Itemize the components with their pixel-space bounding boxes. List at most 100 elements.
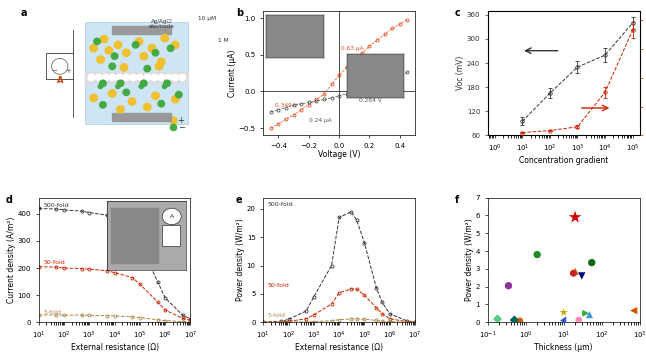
Text: b: b	[236, 8, 243, 18]
Circle shape	[109, 74, 116, 81]
Y-axis label: Power density (W/m²): Power density (W/m²)	[465, 219, 474, 301]
Point	[509, 317, 519, 323]
Text: A: A	[56, 76, 63, 85]
Circle shape	[90, 94, 98, 102]
Text: 1 M: 1 M	[218, 38, 229, 43]
Circle shape	[144, 74, 151, 81]
Point	[532, 252, 543, 257]
Point	[570, 268, 580, 274]
Text: +: +	[65, 68, 71, 74]
Circle shape	[136, 38, 143, 45]
Text: −: −	[178, 123, 185, 132]
Circle shape	[179, 74, 185, 81]
Circle shape	[129, 98, 136, 105]
Point	[503, 283, 514, 289]
Text: 500-fold: 500-fold	[43, 203, 69, 208]
Circle shape	[167, 45, 174, 51]
Circle shape	[130, 74, 136, 81]
Circle shape	[109, 63, 116, 70]
Y-axis label: Current density (A/m²): Current density (A/m²)	[7, 217, 16, 303]
Circle shape	[176, 92, 182, 98]
FancyBboxPatch shape	[85, 22, 188, 124]
Text: 10 µM: 10 µM	[198, 16, 216, 21]
Text: −: −	[51, 68, 57, 74]
Point	[570, 214, 580, 220]
Bar	[112, 26, 171, 34]
Point	[581, 310, 591, 316]
Text: electrode: electrode	[149, 24, 174, 29]
Text: 1 M: 1 M	[354, 63, 365, 68]
Text: c: c	[454, 8, 460, 18]
Circle shape	[120, 64, 128, 71]
Circle shape	[139, 84, 143, 89]
Circle shape	[90, 45, 98, 52]
Text: 5-fold: 5-fold	[267, 313, 286, 318]
Circle shape	[100, 35, 108, 43]
X-axis label: Thickness (μm): Thickness (μm)	[534, 342, 593, 352]
Point	[555, 317, 565, 323]
Circle shape	[52, 58, 68, 74]
Circle shape	[88, 74, 94, 81]
Circle shape	[148, 45, 156, 52]
Circle shape	[102, 74, 109, 81]
Point	[629, 308, 639, 313]
FancyBboxPatch shape	[47, 53, 73, 79]
Circle shape	[98, 84, 103, 89]
Text: e: e	[236, 195, 243, 205]
Text: 50-fold: 50-fold	[43, 260, 65, 265]
Circle shape	[164, 80, 171, 87]
Point	[585, 312, 595, 317]
Circle shape	[155, 63, 163, 70]
Text: 10 µM: 10 µM	[357, 84, 375, 89]
Point	[559, 310, 569, 315]
Text: d: d	[5, 195, 12, 205]
Circle shape	[162, 84, 167, 89]
Circle shape	[105, 47, 112, 54]
Point	[577, 273, 587, 279]
X-axis label: Voltage (V): Voltage (V)	[318, 151, 360, 159]
Circle shape	[165, 74, 172, 81]
Text: 0.284 V: 0.284 V	[359, 98, 382, 104]
Circle shape	[132, 42, 139, 48]
Circle shape	[99, 102, 106, 108]
Circle shape	[114, 41, 122, 49]
Text: 50-fold: 50-fold	[267, 282, 289, 287]
Circle shape	[123, 74, 130, 81]
Text: Ag/AgCl: Ag/AgCl	[151, 19, 172, 24]
Circle shape	[151, 74, 158, 81]
Circle shape	[116, 84, 120, 89]
Y-axis label: Current (μA): Current (μA)	[228, 49, 237, 97]
Circle shape	[172, 96, 179, 103]
Circle shape	[158, 58, 165, 66]
Point	[492, 316, 503, 322]
Circle shape	[137, 74, 143, 81]
Circle shape	[152, 92, 159, 100]
Point	[587, 260, 597, 265]
Point	[574, 317, 584, 323]
Text: f: f	[454, 195, 459, 205]
Circle shape	[123, 49, 130, 56]
Circle shape	[172, 74, 178, 81]
X-axis label: Concentration gradient: Concentration gradient	[519, 156, 609, 165]
Circle shape	[172, 41, 179, 49]
Circle shape	[158, 74, 165, 81]
Circle shape	[109, 90, 116, 97]
Y-axis label: Voc (mV): Voc (mV)	[456, 56, 465, 90]
X-axis label: External resistance (Ω): External resistance (Ω)	[70, 342, 159, 352]
Circle shape	[152, 50, 159, 56]
Text: 0.24 µA: 0.24 µA	[309, 118, 331, 123]
Circle shape	[95, 74, 101, 81]
Circle shape	[99, 80, 106, 87]
Point	[515, 318, 525, 324]
Circle shape	[94, 38, 100, 45]
Text: +: +	[178, 115, 185, 125]
X-axis label: External resistance (Ω): External resistance (Ω)	[295, 342, 383, 352]
Text: 500-fold: 500-fold	[267, 202, 293, 207]
Circle shape	[144, 66, 151, 72]
Text: 0.349 V: 0.349 V	[275, 103, 298, 108]
Circle shape	[140, 52, 147, 60]
Circle shape	[143, 104, 151, 111]
Point	[568, 270, 579, 276]
Circle shape	[116, 74, 123, 81]
Bar	[85, 72, 188, 83]
